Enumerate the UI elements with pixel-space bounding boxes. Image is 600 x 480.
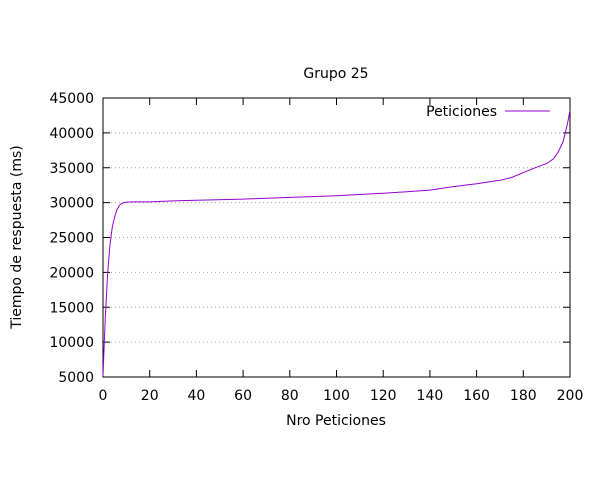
x-tick-label: 80 xyxy=(281,388,299,404)
y-tick-label: 30000 xyxy=(49,196,94,212)
legend-label: Peticiones xyxy=(426,104,497,120)
y-tick-label: 20000 xyxy=(49,265,94,281)
y-axis: 5000 10000 15000 20000 25000 30000 35000 40000 4… xyxy=(49,91,570,386)
legend: Peticiones xyxy=(426,104,550,120)
y-tick-label: 5000 xyxy=(58,370,94,386)
y-tick-label: 25000 xyxy=(49,231,94,247)
x-axis-label: Nro Peticiones xyxy=(286,413,386,429)
x-tick-label: 60 xyxy=(234,388,252,404)
x-tick-label: 200 xyxy=(557,388,584,404)
x-tick-label: 160 xyxy=(463,388,490,404)
y-axis-label: Tiempo de respuesta (ms) xyxy=(9,145,25,330)
x-tick-label: 0 xyxy=(99,388,108,404)
chart-title: Grupo 25 xyxy=(303,66,368,82)
y-tick-label: 10000 xyxy=(49,335,94,351)
x-tick-label: 20 xyxy=(141,388,159,404)
x-tick-label: 140 xyxy=(417,388,444,404)
x-tick-label: 120 xyxy=(370,388,397,404)
x-tick-label: 40 xyxy=(187,388,205,404)
y-tick-label: 35000 xyxy=(49,161,94,177)
y-tick-label: 15000 xyxy=(49,300,94,316)
y-tick-label: 40000 xyxy=(49,126,94,142)
x-tick-label: 180 xyxy=(510,388,537,404)
series-line-peticiones xyxy=(102,110,571,376)
y-tick-label: 45000 xyxy=(49,91,94,107)
x-axis: 0 20 40 60 80 100 120 140 160 180 200 xyxy=(99,98,584,404)
grid-lines xyxy=(103,132,570,343)
x-tick-label: 100 xyxy=(323,388,350,404)
